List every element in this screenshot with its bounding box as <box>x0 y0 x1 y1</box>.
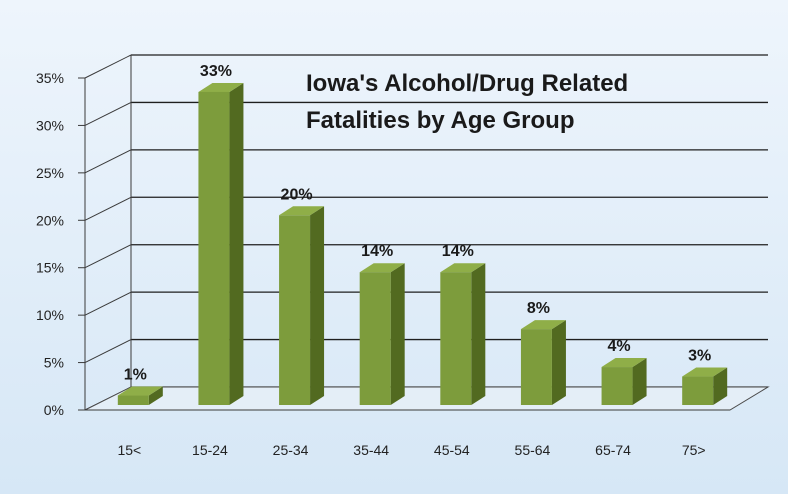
side-wall-line <box>84 244 132 269</box>
bar-top <box>117 386 163 396</box>
x-tick-label: 75> <box>682 442 706 458</box>
side-wall-line <box>84 54 132 79</box>
bar-55-64 <box>520 320 566 405</box>
bar-side <box>390 263 405 405</box>
chart-floor <box>84 386 770 411</box>
bar-front <box>440 272 472 405</box>
x-tick-label: 15< <box>117 442 141 458</box>
data-label: 8% <box>527 300 550 317</box>
bar-75> <box>682 367 728 405</box>
bar-top <box>279 206 325 216</box>
bar-front <box>279 215 311 405</box>
bar-25-34 <box>279 206 325 405</box>
data-label: 1% <box>124 367 147 384</box>
y-tick-label: 20% <box>36 212 64 228</box>
bar-15< <box>117 386 163 405</box>
bar-65-74 <box>601 358 647 405</box>
y-tick-label: 35% <box>36 70 64 86</box>
side-wall-line <box>84 196 132 221</box>
bar-45-54 <box>440 263 486 405</box>
data-label: 14% <box>361 243 393 260</box>
bar-side <box>148 386 163 405</box>
data-label: 14% <box>442 243 474 260</box>
bar-side <box>310 206 325 405</box>
bar-top <box>520 320 566 330</box>
chart-title-line-1: Iowa's Alcohol/Drug Related <box>306 70 628 97</box>
bar-front <box>601 367 633 405</box>
x-tick-label: 35-44 <box>353 442 389 458</box>
y-tick-label: 5% <box>44 355 64 371</box>
labels: 1% 15< 33% 15-24 20% 25-34 14% 35-44 14% 45-54 8% 5… <box>117 63 711 458</box>
side-wall-line <box>84 291 132 316</box>
axes: 0% 5% 10% 15% 20% 25% 30% 35% <box>36 55 770 418</box>
bar-front <box>520 329 552 405</box>
side-wall-line <box>84 149 132 174</box>
bar-front <box>117 395 149 405</box>
bar-front <box>359 272 391 405</box>
data-label: 4% <box>608 338 631 355</box>
bar-front <box>682 376 714 405</box>
x-tick-label: 65-74 <box>595 442 631 458</box>
bar-top <box>198 82 244 92</box>
bar-top <box>682 367 728 377</box>
y-tick-label: 0% <box>44 402 64 418</box>
side-wall-line <box>84 101 132 126</box>
bar-side <box>551 320 566 405</box>
y-tick-label: 30% <box>36 117 64 133</box>
bar-side <box>632 358 647 405</box>
y-tick-label: 15% <box>36 260 64 276</box>
x-tick-label: 25-34 <box>273 442 309 458</box>
bar-top <box>601 358 647 368</box>
chart-title-line-2: Fatalities by Age Group <box>306 107 575 134</box>
bar-side <box>471 263 486 405</box>
bar-front <box>198 91 230 405</box>
bars <box>117 82 728 405</box>
side-wall-line <box>84 339 132 364</box>
x-tick-label: 15-24 <box>192 442 228 458</box>
bar-top <box>359 263 405 273</box>
y-tick-label: 25% <box>36 165 64 181</box>
data-label: 33% <box>200 63 232 80</box>
bar-side <box>229 82 244 405</box>
data-label: 3% <box>688 348 711 365</box>
bar-15-24 <box>198 82 244 405</box>
x-tick-label: 55-64 <box>515 442 551 458</box>
y-tick-label: 10% <box>36 307 64 323</box>
bar-side <box>713 367 728 405</box>
data-label: 20% <box>281 186 313 203</box>
x-tick-label: 45-54 <box>434 442 470 458</box>
bar-top <box>440 263 486 273</box>
bar-35-44 <box>359 263 405 405</box>
